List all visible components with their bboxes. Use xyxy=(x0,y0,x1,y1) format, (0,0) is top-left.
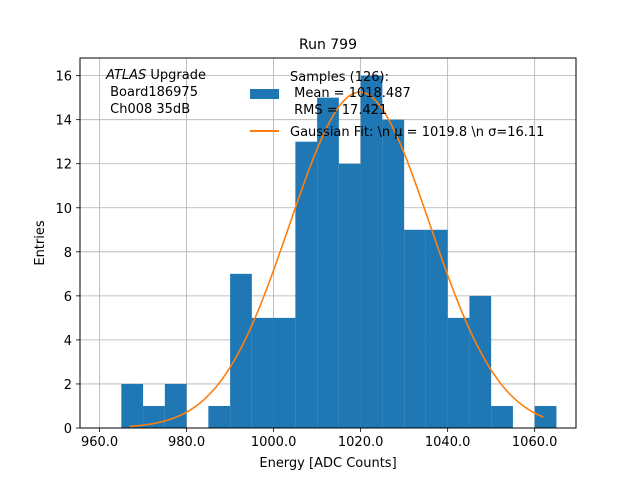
histogram-bar xyxy=(425,229,448,428)
histogram-bar xyxy=(273,317,296,428)
histogram-bar xyxy=(317,97,339,429)
histogram-bar xyxy=(534,405,557,428)
x-tick-label: 980.0 xyxy=(168,435,205,450)
x-tick-label: 1040.0 xyxy=(425,435,471,450)
legend-samples-rms: RMS = 17.421 xyxy=(290,103,387,118)
histogram-bar xyxy=(208,405,231,428)
x-tick-label: 1000.0 xyxy=(251,435,297,450)
histogram-bar xyxy=(382,119,405,429)
gaussian-fit xyxy=(129,91,544,428)
y-tick-label: 4 xyxy=(64,334,72,349)
y-tick-label: 10 xyxy=(55,202,72,217)
gaussian-fit-line xyxy=(129,91,544,428)
y-tick-label: 14 xyxy=(55,114,72,129)
annotation-atlas-word: ATLAS xyxy=(105,68,146,83)
x-axis-ticks: 960.0 980.0 1000.0 1020.0 1040.0 1060.0 xyxy=(81,428,557,450)
y-tick-label: 12 xyxy=(55,158,72,173)
y-axis-ticks: 0 2 4 6 8 10 12 14 16 xyxy=(55,70,80,437)
histogram-bar xyxy=(251,317,274,428)
histogram-bars xyxy=(121,75,557,429)
annotation-board: Board186975 xyxy=(106,85,198,100)
histogram-bar xyxy=(121,383,144,428)
histogram-bar xyxy=(338,163,361,428)
histogram-bar xyxy=(469,295,492,428)
histogram-bar xyxy=(230,273,252,428)
plot-frame xyxy=(79,57,577,429)
y-tick-label: 6 xyxy=(64,290,72,305)
atlas-annotation: ATLAS Upgrade Board186975 Ch008 35dB xyxy=(105,68,206,117)
legend: Samples (126): Mean = 1018.487 RMS = 17.… xyxy=(250,70,544,140)
legend-swatch-samples xyxy=(250,89,279,99)
histogram-bar xyxy=(360,75,383,428)
histogram-bar xyxy=(404,229,426,428)
y-axis-label: Entries xyxy=(33,220,48,266)
x-axis-label: Energy [ADC Counts] xyxy=(259,456,396,471)
y-tick-label: 16 xyxy=(55,70,72,85)
x-tick-label: 960.0 xyxy=(81,435,118,450)
y-tick-label: 0 xyxy=(64,422,72,437)
annotation-channel: Ch008 35dB xyxy=(106,102,190,117)
x-tick-label: 1060.0 xyxy=(512,435,558,450)
y-tick-label: 2 xyxy=(64,378,72,393)
histogram-bar xyxy=(164,383,187,428)
x-tick-label: 1020.0 xyxy=(338,435,384,450)
annotation-upgrade-word: Upgrade xyxy=(146,68,206,83)
chart-title: Run 799 xyxy=(299,37,357,53)
legend-samples-count: Samples (126): xyxy=(290,70,389,85)
histogram-bar xyxy=(491,405,513,428)
legend-fit-label: Gaussian Fit: \n μ = 1019.8 \n σ=16.11 xyxy=(290,125,544,140)
histogram-bar xyxy=(295,141,318,428)
legend-samples-mean: Mean = 1018.487 xyxy=(290,86,411,101)
annotation-line-1: ATLAS Upgrade xyxy=(105,68,206,83)
histogram-bar xyxy=(447,317,470,428)
y-tick-label: 8 xyxy=(64,246,72,261)
